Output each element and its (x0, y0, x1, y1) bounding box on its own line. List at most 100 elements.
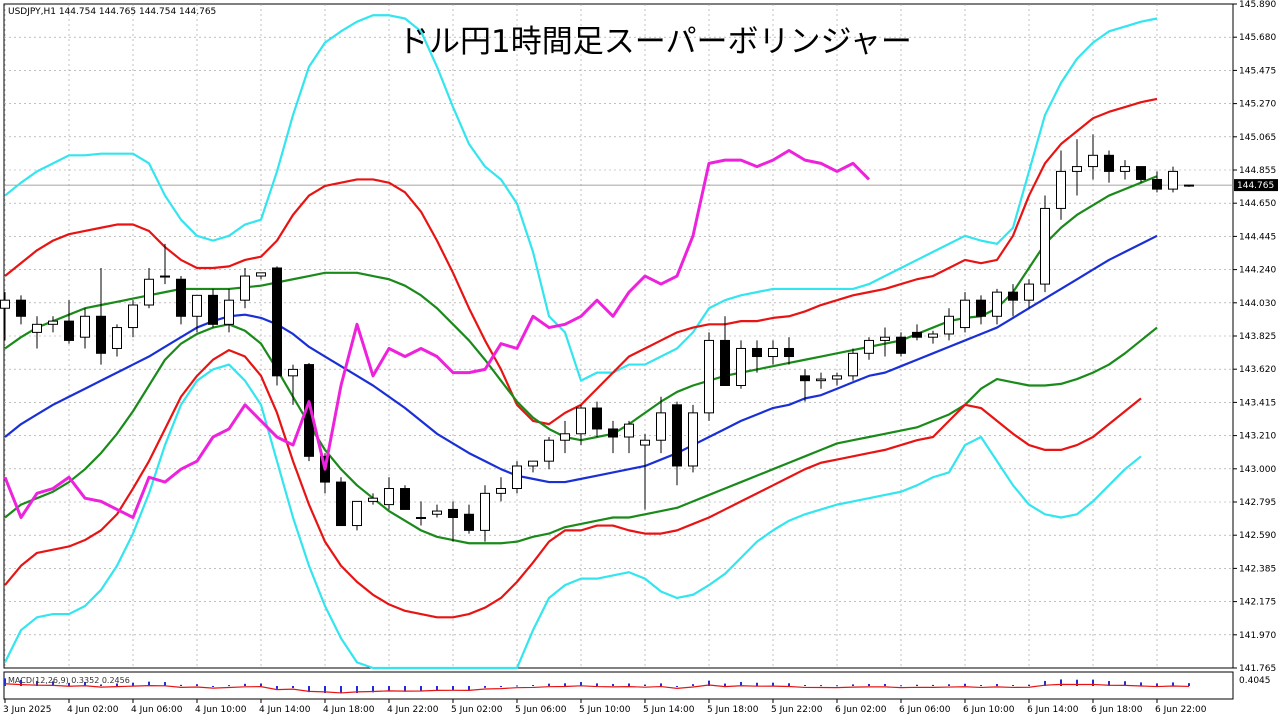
price-axis: 145.890 145.680 145.475 145.270 145.065 144.8… (1233, 0, 1276, 674)
macd-bar (4, 678, 6, 686)
candle-body (32, 323, 42, 333)
y-tick-label: 143.415 (1239, 398, 1276, 408)
sigma3-lower-line (4, 363, 1142, 670)
y-tick-label: 144.855 (1239, 166, 1276, 176)
candle-body (128, 304, 138, 329)
macd-bar (404, 686, 406, 692)
macd-bar (964, 683, 966, 686)
candle-body (352, 500, 362, 527)
candle-body (720, 339, 730, 386)
macd-bar (468, 686, 470, 691)
y-tick-label: 142.795 (1239, 498, 1276, 508)
candle-body (368, 497, 378, 502)
candle-body (192, 294, 202, 317)
y-tick-label: 144.445 (1239, 232, 1276, 242)
candle-body (688, 412, 698, 467)
macd-bar (436, 686, 438, 691)
macd-bar (692, 684, 694, 686)
macd-bar (276, 686, 278, 689)
candle-body (240, 275, 250, 301)
macd-label: MACD(12,26,9) 0.3352 0.2456 (8, 676, 130, 685)
macd-bar (340, 686, 342, 693)
macd-signal-line (4, 683, 1190, 694)
candle-body (544, 439, 554, 462)
macd-bar (628, 683, 630, 686)
macd-axis-label: 0.4045 (1239, 676, 1271, 686)
y-tick-label: 145.680 (1239, 33, 1276, 43)
time-axis: 3 Jun 2025 4 Jun 02:00 4 Jun 06:00 4 Jun 10… (3, 699, 1207, 715)
macd-bar (1108, 681, 1110, 686)
macd-bar (228, 685, 230, 687)
y-tick-label: 142.385 (1239, 564, 1276, 574)
candle-body (112, 327, 122, 349)
candle-body (784, 347, 794, 358)
candle-body (1184, 184, 1194, 187)
macd-bar (260, 683, 262, 686)
x-tick-label: 5 Jun 06:00 (515, 705, 567, 715)
candle-body (960, 299, 970, 329)
candle-body (144, 278, 154, 306)
sigma2-lower-line (4, 348, 1142, 619)
macd-bar (164, 682, 166, 686)
x-tick-label: 4 Jun 18:00 (323, 705, 375, 715)
candle-body (1136, 166, 1146, 180)
macd-histogram: 0.4045 (4, 676, 1271, 694)
candle-body (528, 460, 538, 467)
candle-body (656, 412, 666, 441)
macd-bar (372, 686, 374, 693)
y-tick-label: 145.890 (1239, 0, 1276, 10)
candle-body (16, 299, 26, 317)
candle-body (224, 299, 234, 325)
x-tick-label: 6 Jun 22:00 (1155, 705, 1207, 715)
macd-bar (804, 685, 806, 687)
candle-body (416, 516, 426, 519)
candle-body (160, 275, 170, 278)
candle-body (176, 278, 186, 317)
candle-body (384, 488, 394, 506)
macd-bar (116, 683, 118, 686)
macd-bar (868, 684, 870, 686)
candle-body (336, 481, 346, 527)
candle-body (560, 433, 570, 441)
candle-body (496, 488, 506, 494)
macd-bar (756, 682, 758, 686)
candle-body (512, 465, 522, 490)
candle-body (208, 294, 218, 325)
x-tick-label: 5 Jun 18:00 (707, 705, 759, 715)
x-tick-label: 5 Jun 10:00 (579, 705, 631, 715)
x-tick-label: 3 Jun 2025 (3, 705, 51, 715)
macd-bar (660, 683, 662, 686)
candlesticks (0, 134, 1194, 542)
macd-bar (1076, 679, 1078, 686)
x-tick-label: 6 Jun 18:00 (1091, 705, 1143, 715)
main-plot-frame (3, 3, 1234, 669)
x-tick-label: 6 Jun 02:00 (835, 705, 887, 715)
macd-bar (1012, 685, 1014, 687)
macd-bar (212, 686, 214, 687)
macd-bar (132, 682, 134, 686)
candle-body (576, 407, 586, 435)
candle-body (400, 488, 410, 510)
candle-body (672, 404, 682, 467)
macd-bar (708, 680, 710, 686)
y-tick-label: 145.475 (1239, 66, 1276, 76)
macd-bar (948, 684, 950, 686)
chart-title: ドル円1時間足スーパーボリンジャー (398, 24, 912, 60)
macd-bar (452, 686, 454, 691)
macd-bar (532, 685, 534, 687)
candle-body (480, 492, 490, 531)
candle-body (1040, 207, 1050, 285)
macd-bar (148, 681, 150, 686)
y-tick-label: 144.240 (1239, 266, 1276, 276)
y-tick-label: 143.210 (1239, 432, 1276, 442)
candle-body (464, 513, 474, 531)
candle-body (912, 331, 922, 338)
candle-body (80, 315, 90, 338)
candle-body (592, 407, 602, 430)
candle-body (1104, 154, 1114, 172)
candle-body (272, 267, 282, 377)
macd-bar (244, 683, 246, 686)
macd-bar (884, 684, 886, 686)
y-tick-label: 145.270 (1239, 100, 1276, 110)
